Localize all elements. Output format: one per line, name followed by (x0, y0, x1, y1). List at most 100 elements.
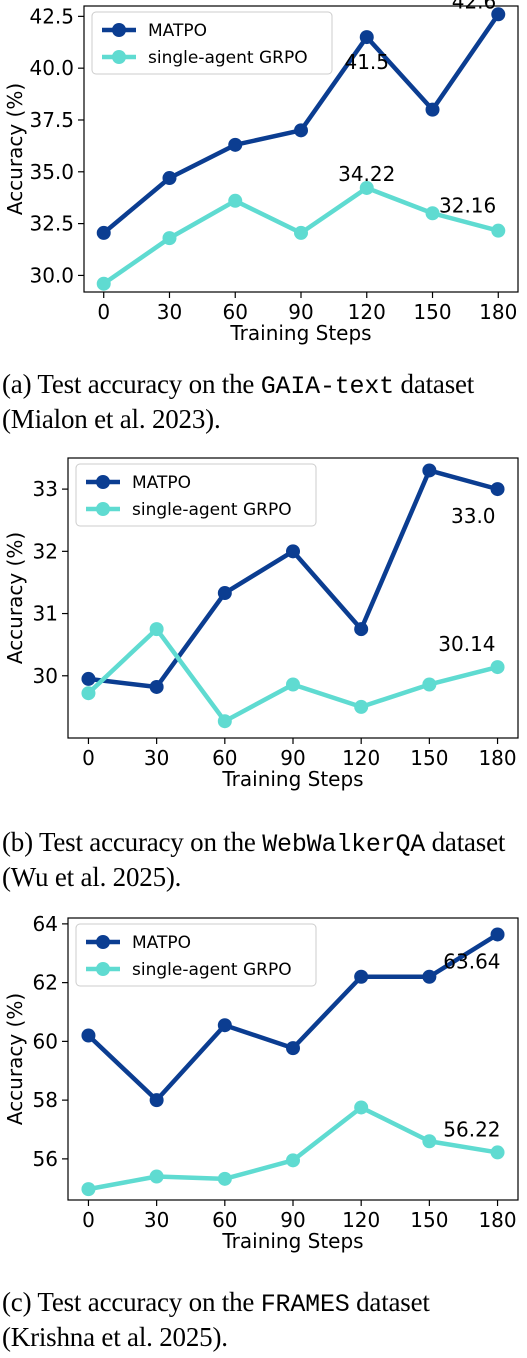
legend-swatch-marker (112, 50, 126, 64)
data-label: 63.64 (443, 949, 500, 973)
data-label: 32.16 (439, 194, 496, 218)
data-point-matpo (490, 927, 505, 942)
x-tick-label: 60 (212, 1208, 237, 1232)
y-axis-label: Accuracy (%) (3, 993, 27, 1125)
data-point-matpo (162, 171, 177, 186)
data-point-grpo (149, 1169, 164, 1184)
y-tick-label: 60 (33, 1029, 58, 1053)
legend-entry: MATPO (132, 933, 191, 953)
data-point-matpo (96, 225, 111, 240)
data-point-matpo (217, 1018, 232, 1033)
caption-suffix: dataset (Wu et al. 2025). (2, 827, 506, 892)
data-label: 41.5 (344, 50, 389, 74)
y-tick-label: 30.0 (29, 263, 74, 287)
legend-swatch-marker (96, 935, 110, 949)
y-tick-label: 64 (33, 912, 58, 936)
data-label: 34.22 (338, 162, 395, 186)
data-point-grpo (354, 699, 369, 714)
data-point-grpo (425, 206, 440, 221)
data-point-grpo (217, 714, 232, 729)
caption-prefix: (b) Test accuracy on the (2, 827, 263, 857)
data-point-grpo (359, 180, 374, 195)
x-tick-label: 30 (157, 300, 182, 324)
data-point-grpo (422, 1134, 437, 1149)
data-point-matpo (149, 679, 164, 694)
x-tick-label: 150 (413, 300, 451, 324)
y-tick-label: 42.5 (29, 4, 74, 28)
data-point-grpo (491, 223, 506, 238)
data-point-matpo (491, 7, 506, 22)
legend-swatch-marker (96, 475, 110, 489)
chart-webwalkerqa: 0 30 60 90 120 150 180 30 31 32 33 Training Steps Ac… (3, 457, 519, 791)
y-axis-label: Accuracy (%) (3, 532, 27, 664)
legend-entry: MATPO (148, 21, 207, 41)
caption-suffix: dataset (Mialon et al. 2023). (2, 369, 475, 434)
data-point-matpo (81, 671, 96, 686)
caption-gaia-text: (a) Test accuracy on the GAIA-text datas… (2, 368, 525, 436)
data-label: 56.22 (443, 1117, 500, 1141)
legend-swatch-marker (112, 23, 126, 37)
y-tick-label: 35.0 (29, 160, 74, 184)
legend-entry: MATPO (132, 473, 191, 493)
caption-prefix: (a) Test accuracy on the (2, 369, 261, 399)
y-tick-label: 31 (33, 602, 58, 626)
legend-box (75, 463, 317, 527)
y-tick-label: 37.5 (29, 108, 74, 132)
x-tick-label: 120 (342, 1208, 380, 1232)
data-point-matpo (228, 137, 243, 152)
data-point-grpo (286, 677, 300, 692)
x-axis-label: Training Steps (229, 321, 371, 345)
data-point-matpo (294, 123, 308, 138)
x-tick-label: 30 (144, 746, 169, 770)
data-point-matpo (425, 102, 440, 117)
x-tick-label: 180 (479, 300, 517, 324)
x-tick-label: 150 (410, 746, 448, 770)
caption-dataset-name: WebWalkerQA (262, 830, 426, 859)
chart-frames: 0 30 60 90 120 150 180 56 58 60 62 64 Training Steps… (3, 912, 519, 1253)
data-point-grpo (96, 276, 111, 291)
data-point-matpo (422, 969, 437, 984)
y-tick-label: 58 (33, 1088, 58, 1112)
data-point-grpo (217, 1171, 232, 1186)
data-point-grpo (81, 686, 96, 701)
chart-panel-gaia-text: 0 30 60 90 120 150 180 30.0 32.5 35.0 37.5 40.0 42.5… (0, 0, 527, 452)
x-tick-label: 0 (97, 300, 110, 324)
y-tick-label: 32.5 (29, 212, 74, 236)
y-tick-label: 32 (33, 539, 58, 563)
data-label: 33.0 (451, 504, 496, 528)
caption-suffix: dataset (Krishna et al. 2025). (2, 1287, 430, 1352)
data-point-matpo (422, 463, 437, 478)
data-label: 42.6 (452, 0, 497, 13)
data-point-matpo (490, 482, 505, 497)
y-tick-label: 40.0 (29, 56, 74, 80)
series-line-grpo (86, 626, 499, 724)
x-tick-label: 60 (223, 300, 248, 324)
data-point-matpo (354, 622, 369, 637)
chart-gaia-text: 0 30 60 90 120 150 180 30.0 32.5 35.0 37.5 40.0 42.5… (3, 0, 519, 345)
x-tick-label: 30 (144, 1208, 169, 1232)
caption-dataset-name: FRAMES (260, 1290, 350, 1319)
data-point-grpo (354, 1100, 369, 1115)
caption-webwalkerqa: (b) Test accuracy on the WebWalkerQA dat… (2, 826, 525, 894)
data-point-grpo (490, 1145, 505, 1160)
x-axis-label: Training Steps (221, 1229, 363, 1253)
x-tick-label: 60 (212, 746, 237, 770)
legend-box (75, 923, 317, 987)
legend-entry: single-agent GRPO (148, 48, 308, 68)
x-tick-label: 180 (478, 746, 516, 770)
data-point-grpo (149, 622, 164, 637)
legend-swatch-marker (96, 502, 110, 516)
y-tick-label: 62 (33, 971, 58, 995)
x-tick-label: 0 (82, 746, 95, 770)
data-point-grpo (294, 225, 308, 240)
x-tick-label: 120 (348, 300, 386, 324)
data-point-grpo (228, 193, 243, 208)
data-label: 30.14 (438, 632, 495, 656)
data-point-matpo (359, 30, 374, 45)
data-point-matpo (149, 1093, 164, 1108)
data-point-grpo (490, 660, 505, 675)
data-point-grpo (81, 1182, 96, 1197)
data-point-grpo (422, 677, 437, 692)
data-point-matpo (81, 1028, 96, 1043)
x-tick-label: 120 (342, 746, 380, 770)
